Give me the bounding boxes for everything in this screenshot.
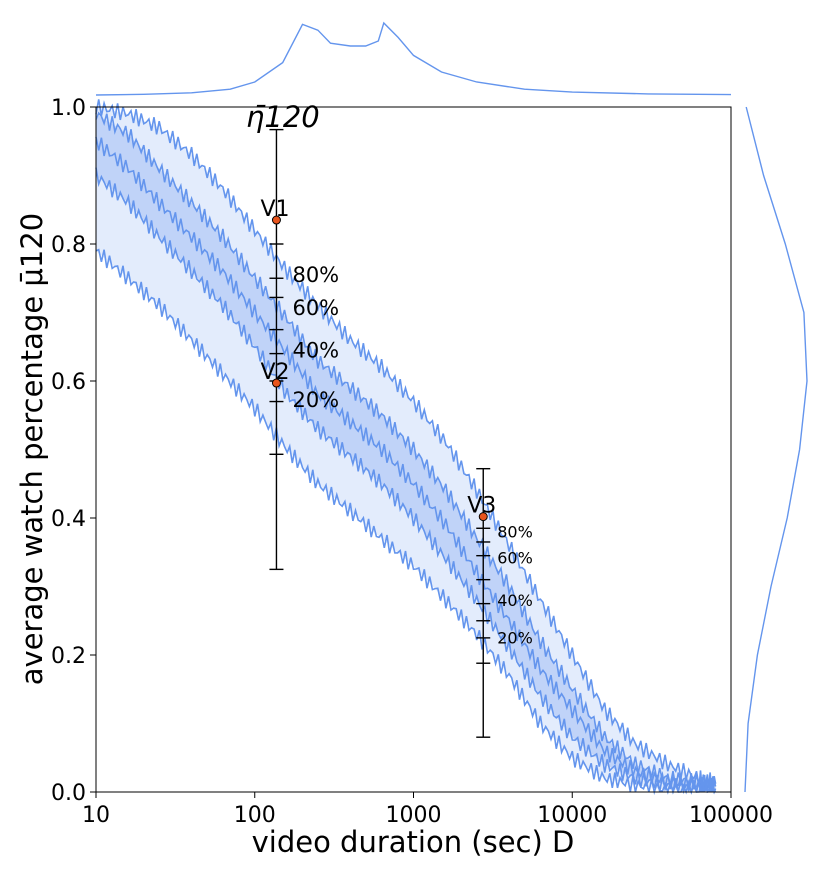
x-tick-label: 10 bbox=[82, 803, 110, 828]
marginal-distributions bbox=[95, 21, 808, 793]
series-line-4 bbox=[95, 99, 717, 789]
y-tick-label: 0.0 bbox=[51, 781, 86, 806]
marginal-x-density bbox=[95, 21, 732, 96]
marginal-y-density bbox=[744, 106, 808, 793]
band-0 bbox=[96, 107, 716, 791]
y-axis-label: average watch percentage μ̄120 bbox=[15, 213, 49, 685]
y-axis-ticks: 0.0 0.2 0.4 0.6 0.8 1.0 bbox=[51, 96, 96, 806]
x-axis-label: video duration (sec) D bbox=[252, 825, 575, 859]
y-tick-label: 0.4 bbox=[51, 507, 86, 532]
x-tick-label: 100 bbox=[234, 803, 276, 828]
y-tick-label: 0.2 bbox=[51, 644, 86, 669]
point-v1 bbox=[271, 215, 281, 225]
error-bar-label: 40% bbox=[292, 339, 339, 363]
x-tick-label: 100000 bbox=[689, 803, 773, 828]
percentile-bands bbox=[96, 107, 716, 791]
point-v3 bbox=[478, 512, 488, 522]
error-bar-label: 40% bbox=[497, 591, 533, 610]
band-1 bbox=[96, 113, 716, 789]
error-bar-label: 20% bbox=[497, 628, 533, 647]
x-axis-ticks: 10 100 1000 10000 100000 bbox=[82, 792, 773, 828]
error-bar-label: 60% bbox=[292, 296, 339, 320]
x-tick-label: 1000 bbox=[386, 803, 442, 828]
series-line-3 bbox=[95, 111, 717, 791]
error-bar-label: 20% bbox=[292, 388, 339, 412]
eta-annotation: η̄120 bbox=[246, 100, 320, 134]
error-bar-label: 80% bbox=[497, 522, 533, 541]
point-label: V1 bbox=[260, 197, 289, 222]
data-points: V1 V2 V3 bbox=[260, 197, 496, 522]
error-bar-label: 60% bbox=[497, 548, 533, 567]
percentile-lines bbox=[95, 99, 717, 796]
point-label: V2 bbox=[260, 360, 289, 385]
point-v2 bbox=[271, 378, 281, 388]
y-tick-label: 0.8 bbox=[51, 233, 86, 258]
y-tick-label: 1.0 bbox=[51, 96, 86, 121]
series-line-1 bbox=[95, 167, 717, 795]
error-bars: 20% 40% 60% 80% 20% 40% 60% 80% bbox=[269, 128, 533, 738]
series-line-0 bbox=[95, 248, 717, 796]
y-tick-label: 0.6 bbox=[51, 370, 86, 395]
x-tick-label: 10000 bbox=[537, 803, 607, 828]
point-label: V3 bbox=[467, 494, 496, 519]
error-bar-label: 80% bbox=[292, 263, 339, 287]
